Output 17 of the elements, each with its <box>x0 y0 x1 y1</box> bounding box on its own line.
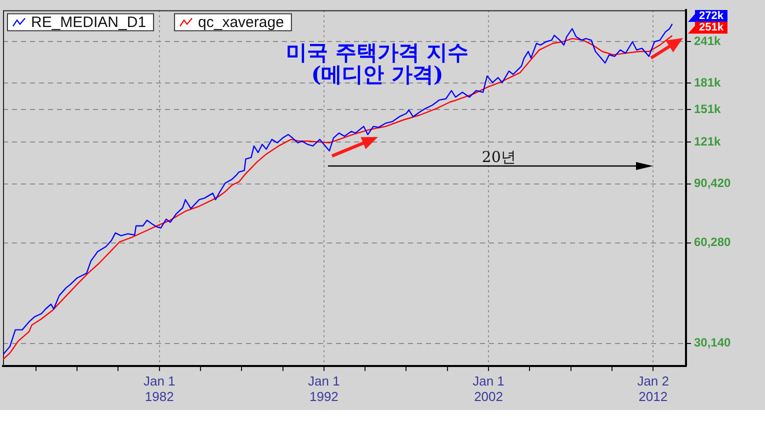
text: 미국 주택가격 지수 <box>286 40 469 65</box>
y-tick-label: 151k <box>694 102 722 116</box>
x-tick-label: Jan 2 2012 <box>637 373 670 404</box>
y-tick-label: 90,420 <box>694 176 732 190</box>
y-tick-label: 121k <box>694 134 722 148</box>
x-tick-label: Jan 1 1982 <box>143 373 176 404</box>
y-tick-label: 241k <box>694 34 722 48</box>
y-tick-label: 60,280 <box>694 235 732 250</box>
y-tick-label: 181k <box>694 76 722 90</box>
legend-label: RE_MEDIAN_D1 <box>31 14 146 31</box>
annotation: 20년 <box>482 148 516 166</box>
x-tick-label: Jan 1 1992 <box>308 373 340 404</box>
y-tick-label: 30,140 <box>694 336 732 350</box>
annotation: 251k <box>698 22 724 34</box>
legend-label: qc_xaverage <box>198 14 284 31</box>
x-tick-label: Jan 1 2002 <box>472 373 504 404</box>
annotation: 272k <box>698 10 724 22</box>
